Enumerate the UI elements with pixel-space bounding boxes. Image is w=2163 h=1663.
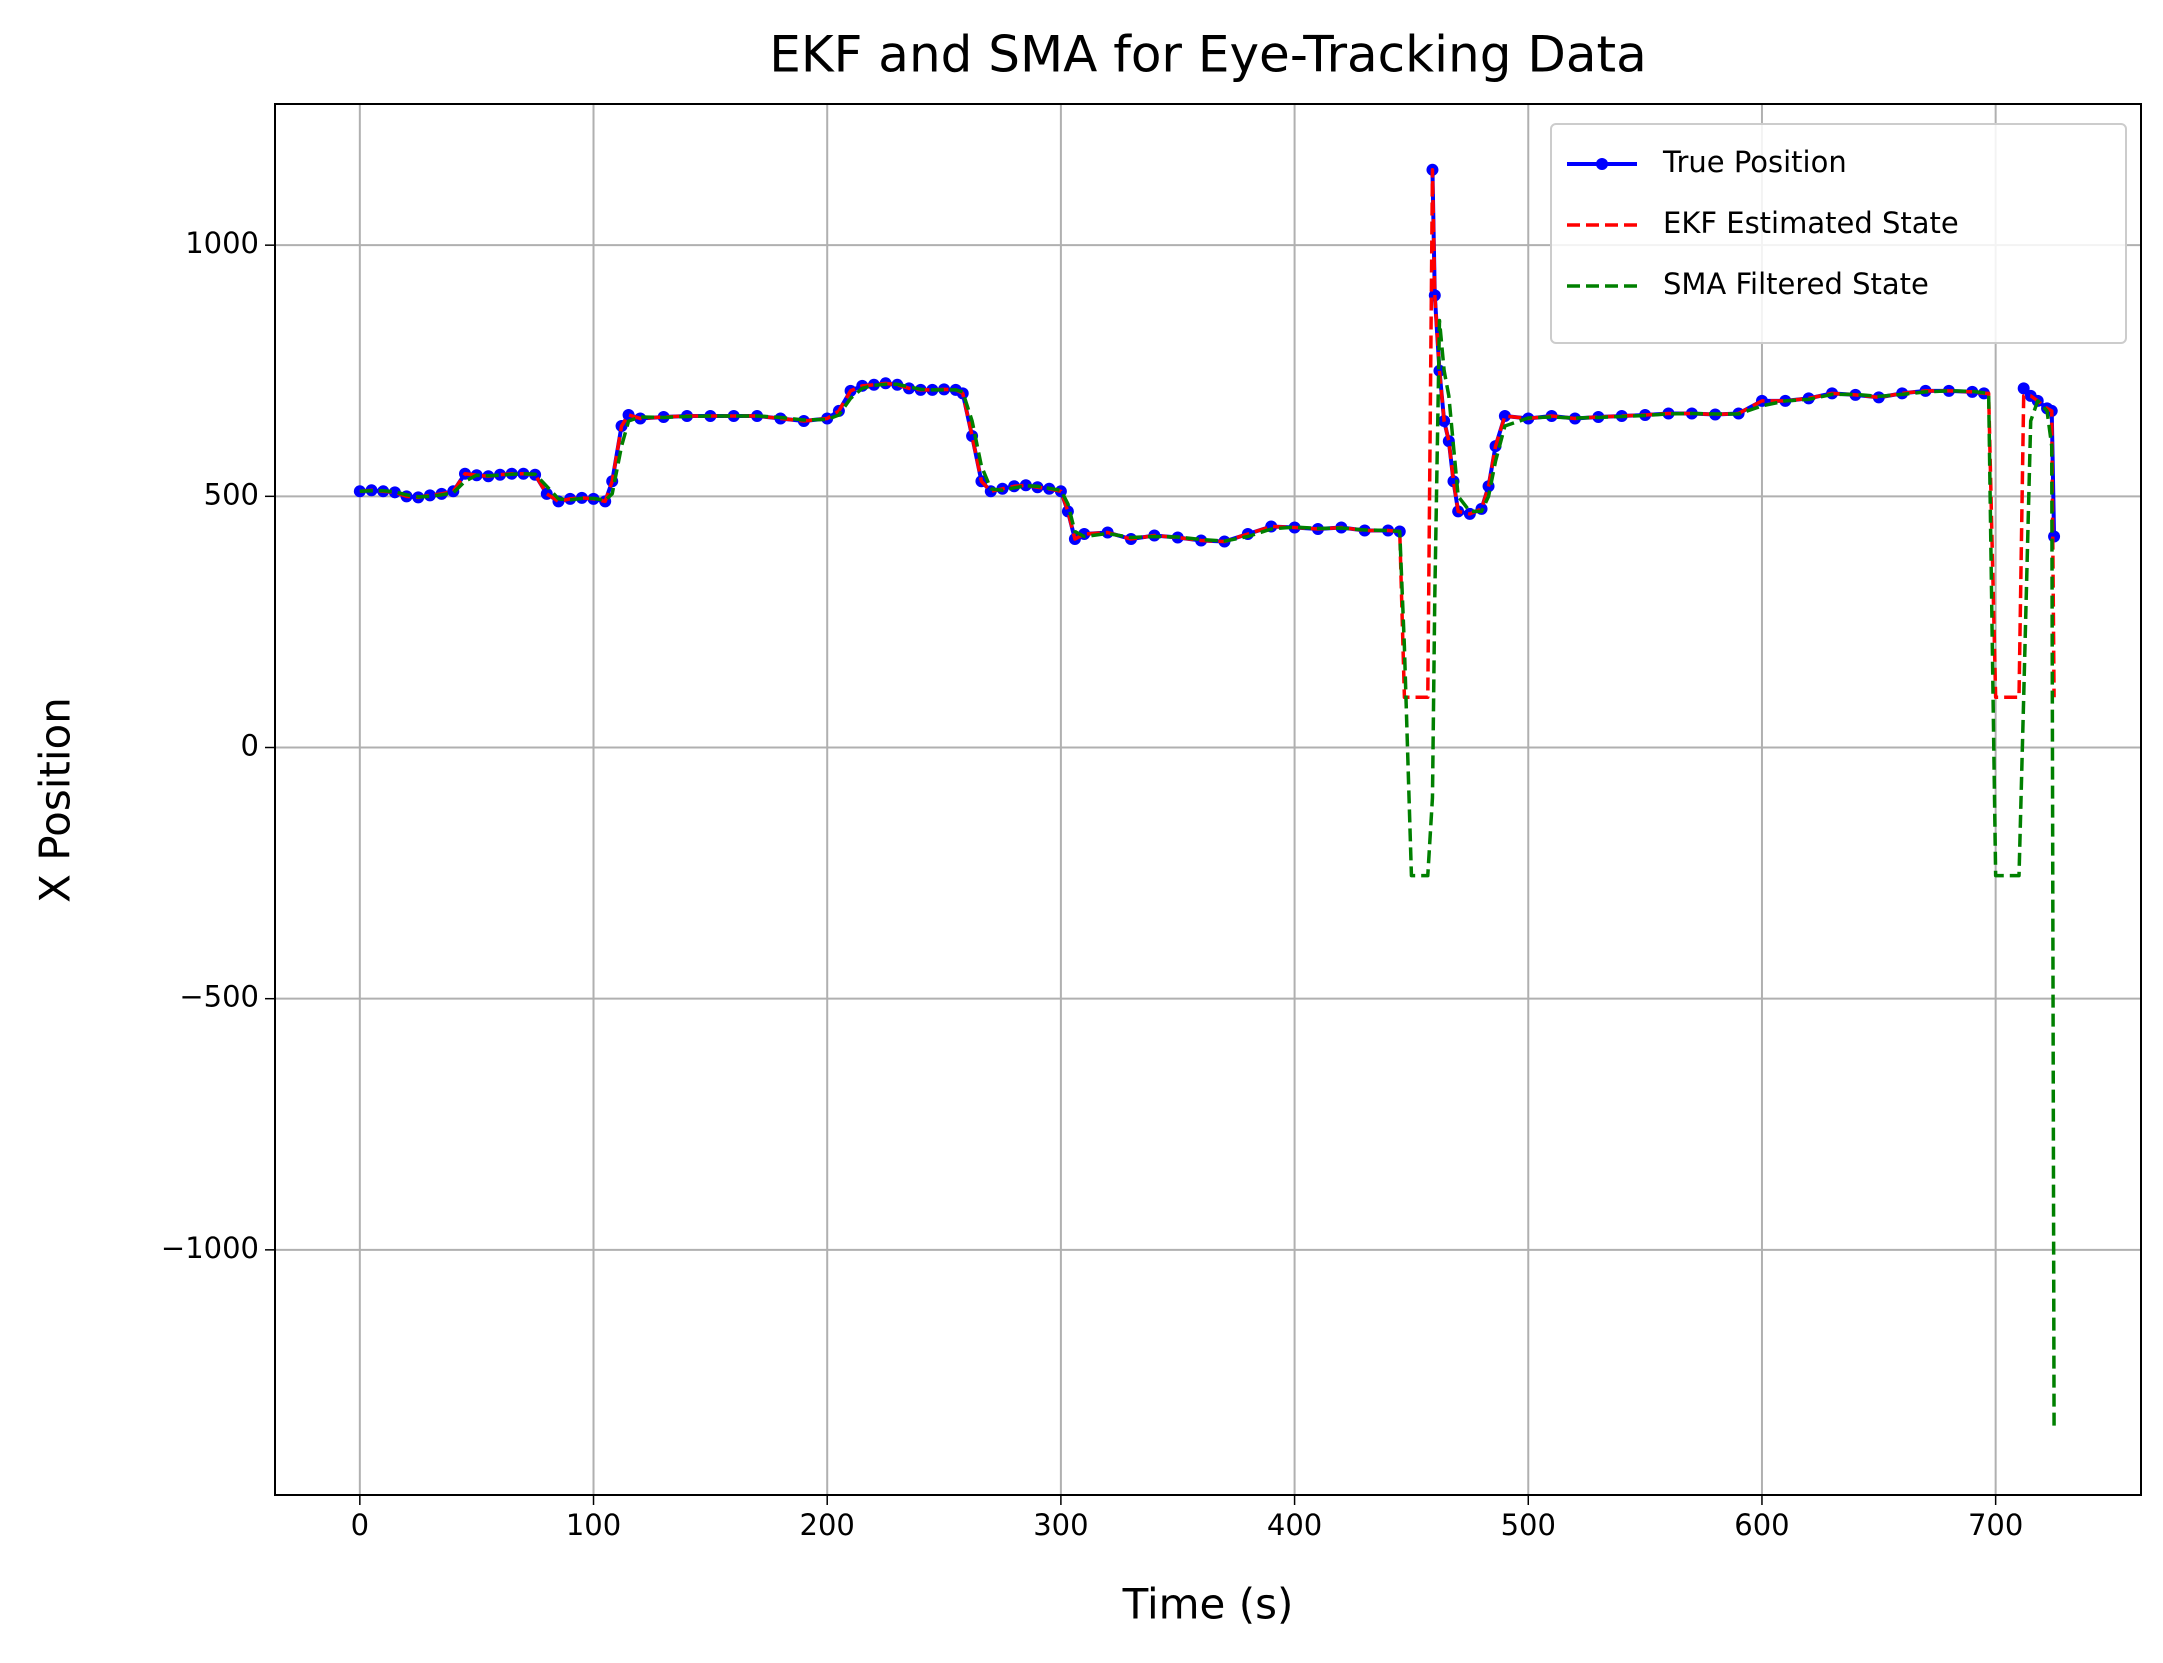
y-tick-label: 500 — [204, 477, 259, 511]
chart-title: EKF and SMA for Eye-Tracking Data — [769, 26, 1646, 84]
data-point — [423, 489, 436, 502]
data-point — [1019, 479, 1032, 492]
y-axis-label: X Position — [31, 697, 80, 903]
y-tick-label: 1000 — [185, 226, 259, 260]
y-tick-label: 0 — [241, 729, 259, 763]
x-tick-label: 400 — [1267, 1508, 1322, 1542]
x-tick-label: 700 — [1968, 1508, 2023, 1542]
legend-marker — [1596, 158, 1608, 170]
x-tick-label: 200 — [800, 1508, 855, 1542]
legend-box — [1550, 123, 2127, 344]
x-axis-label: Time (s) — [1122, 1580, 1294, 1629]
y-tick-label: −1000 — [161, 1231, 259, 1265]
legend-label: True Position — [1662, 145, 1847, 179]
data-point — [388, 486, 401, 499]
x-tick-label: 500 — [1501, 1508, 1556, 1542]
plot-frame — [274, 103, 2142, 1496]
legend-label: SMA Filtered State — [1663, 267, 1929, 301]
y-tick-label: −500 — [179, 980, 259, 1014]
x-tick-label: 600 — [1734, 1508, 1789, 1542]
x-tick-label: 300 — [1033, 1508, 1088, 1542]
x-tick-label: 100 — [566, 1508, 621, 1542]
data-point — [1498, 409, 1511, 422]
data-line — [359, 318, 2056, 1426]
x-tick-label: 0 — [351, 1508, 369, 1542]
data-point — [867, 378, 880, 391]
legend-label: EKF Estimated State — [1663, 206, 1959, 240]
data-point — [353, 485, 366, 498]
data-point — [2017, 382, 2030, 395]
data-point — [494, 468, 507, 481]
data-point — [622, 408, 635, 421]
